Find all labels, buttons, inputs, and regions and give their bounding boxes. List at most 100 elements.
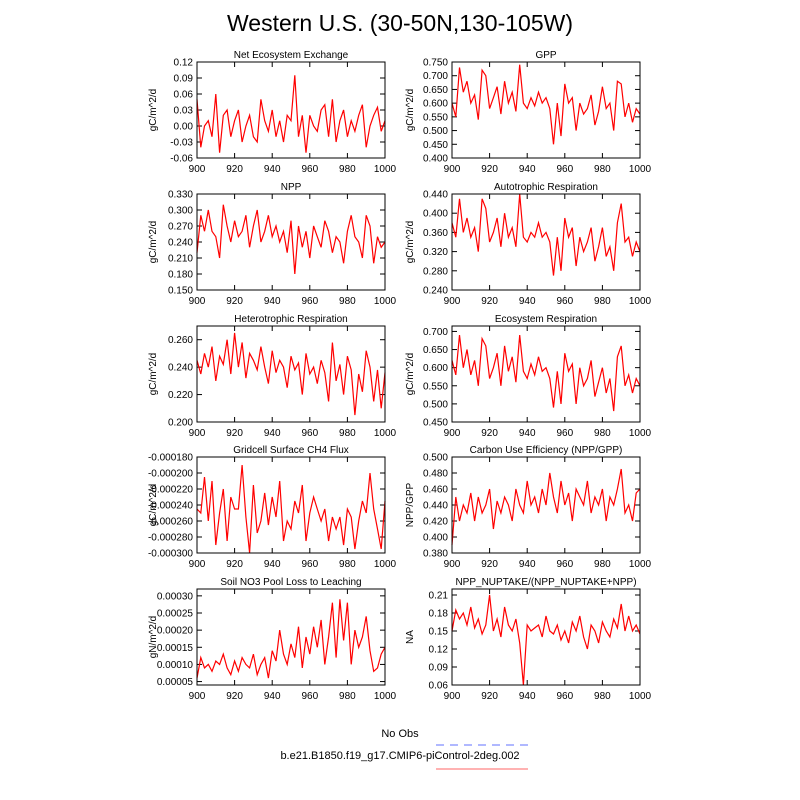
- y-tick-label: 0.240: [168, 238, 193, 249]
- series-line: [451, 193, 641, 276]
- panel-5: Ecosystem Respiration gC/m^2/d 0.450 0.500 0…: [405, 314, 652, 439]
- plot-frame: [196, 325, 386, 423]
- x-tick-label: 960: [301, 164, 318, 175]
- series-line: [451, 335, 641, 412]
- x-tick-label: 1000: [374, 296, 397, 307]
- x-tick-label: 980: [594, 296, 611, 307]
- y-tick-label: -0.000300: [148, 549, 193, 560]
- panel-title: Heterotrophic Respiration: [234, 314, 347, 325]
- x-tick-label: 1000: [629, 691, 652, 702]
- y-axis-label: gC/m^2/d: [148, 89, 159, 132]
- y-tick-label: 0.200: [168, 418, 193, 429]
- panel-title: Gridcell Surface CH4 Flux: [233, 445, 349, 456]
- y-tick-label: 0.03: [174, 106, 194, 117]
- y-tick-label: 0.480: [423, 469, 448, 480]
- series-line: [196, 464, 386, 554]
- panel-4: Heterotrophic Respiration gC/m^2/d 0.200 0.…: [148, 314, 397, 439]
- y-tick-label: 0.600: [423, 99, 448, 110]
- y-tick-label: 0.550: [423, 112, 448, 123]
- panel-title: Net Ecosystem Exchange: [234, 50, 349, 61]
- panel-title: NPP_NUPTAKE/(NPP_NUPTAKE+NPP): [455, 577, 636, 588]
- y-tick-label: 0.600: [423, 363, 448, 374]
- x-tick-label: 900: [189, 559, 206, 570]
- plot-frame: [196, 61, 386, 159]
- x-tick-label: 940: [264, 428, 281, 439]
- y-tick-label: 0.00: [174, 122, 194, 133]
- x-tick-label: 980: [339, 428, 356, 439]
- y-axis-label: gC/m^2/d: [148, 484, 159, 527]
- y-tick-label: 0.21: [429, 591, 449, 602]
- panel-3: Autotrophic Respiration gC/m^2/d 0.240 0.28…: [405, 182, 652, 307]
- x-tick-label: 920: [481, 428, 498, 439]
- y-tick-label: 0.220: [168, 390, 193, 401]
- y-tick-label: 0.09: [429, 663, 449, 674]
- y-tick-label: 0.500: [423, 453, 448, 464]
- series-line: [196, 75, 386, 153]
- x-tick-label: 920: [226, 164, 243, 175]
- x-tick-label: 960: [301, 691, 318, 702]
- series-line: [451, 64, 641, 145]
- x-tick-label: 940: [264, 691, 281, 702]
- y-tick-label: 0.280: [423, 266, 448, 277]
- x-tick-label: 980: [594, 428, 611, 439]
- series-line: [196, 332, 386, 416]
- panel-9: NPP_NUPTAKE/(NPP_NUPTAKE+NPP) NA 0.06 0.09 0…: [405, 577, 652, 702]
- x-tick-label: 960: [556, 559, 573, 570]
- y-tick-label: 0.440: [423, 501, 448, 512]
- panel-2: NPP gC/m^2/d 0.150 0.180 0.210 0.240 0.270 0.30…: [148, 182, 397, 307]
- x-tick-label: 1000: [374, 428, 397, 439]
- y-tick-label: 0.460: [423, 485, 448, 496]
- y-axis-label: gC/m^2/d: [148, 221, 159, 264]
- y-tick-label: 0.00015: [157, 643, 194, 654]
- y-tick-label: 0.440: [423, 190, 448, 201]
- y-tick-label: 0.320: [423, 247, 448, 258]
- x-tick-label: 940: [264, 296, 281, 307]
- y-tick-label: 0.450: [423, 140, 448, 151]
- x-tick-label: 1000: [374, 691, 397, 702]
- plot-frame: [451, 193, 641, 291]
- y-axis-label: gC/m^2/d: [405, 353, 416, 396]
- plot-frame: [451, 61, 641, 159]
- plot-frame: [196, 193, 386, 291]
- x-tick-label: 1000: [374, 164, 397, 175]
- x-tick-label: 920: [226, 296, 243, 307]
- y-tick-label: 0.400: [423, 209, 448, 220]
- plot-frame: [451, 588, 641, 686]
- x-tick-label: 920: [226, 428, 243, 439]
- y-tick-label: 0.400: [423, 533, 448, 544]
- panel-1: GPP gC/m^2/d 0.400 0.450 0.500 0.550 0.600 0.65…: [405, 50, 652, 175]
- y-tick-label: 0.00020: [157, 626, 194, 637]
- x-tick-label: 940: [264, 164, 281, 175]
- y-tick-label: 0.12: [429, 645, 449, 656]
- y-tick-label: 0.12: [174, 58, 194, 69]
- panel-title: GPP: [535, 50, 556, 61]
- x-tick-label: 960: [556, 164, 573, 175]
- y-tick-label: 0.700: [423, 71, 448, 82]
- y-axis-label: gC/m^2/d: [148, 353, 159, 396]
- x-tick-label: 920: [226, 691, 243, 702]
- y-tick-label: 0.330: [168, 190, 193, 201]
- panel-title: Carbon Use Efficiency (NPP/GPP): [470, 445, 623, 456]
- y-tick-label: 0.500: [423, 126, 448, 137]
- plot-frame: [196, 456, 386, 554]
- y-tick-label: 0.400: [423, 154, 448, 165]
- x-tick-label: 980: [339, 691, 356, 702]
- x-tick-label: 900: [444, 164, 461, 175]
- panel-title: Soil NO3 Pool Loss to Leaching: [220, 577, 361, 588]
- panel-0: Net Ecosystem Exchange gC/m^2/d -0.06 -0.03…: [148, 50, 397, 175]
- plot-frame: [451, 456, 641, 554]
- y-tick-label: -0.000220: [148, 485, 193, 496]
- y-tick-label: 0.650: [423, 85, 448, 96]
- x-tick-label: 900: [189, 691, 206, 702]
- y-tick-label: 0.450: [423, 418, 448, 429]
- y-tick-label: -0.03: [170, 138, 193, 149]
- y-tick-label: 0.180: [168, 270, 193, 281]
- x-tick-label: 960: [301, 559, 318, 570]
- x-tick-label: 920: [481, 559, 498, 570]
- x-tick-label: 940: [519, 428, 536, 439]
- x-tick-label: 980: [339, 164, 356, 175]
- y-tick-label: 0.00005: [157, 677, 194, 688]
- x-tick-label: 940: [519, 559, 536, 570]
- x-tick-label: 900: [189, 428, 206, 439]
